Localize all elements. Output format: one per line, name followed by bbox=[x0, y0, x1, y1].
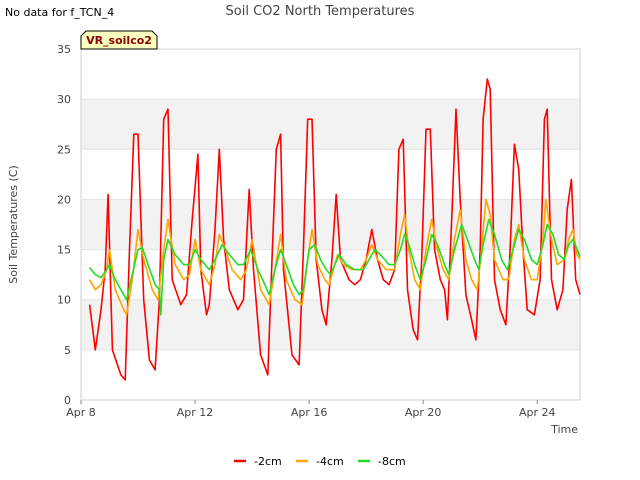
no-data-note: No data for f_TCN_4 bbox=[5, 6, 115, 19]
y-axis-title: Soil Temperatures (C) bbox=[7, 165, 20, 284]
legend-label: -8cm bbox=[378, 455, 406, 468]
legend-label: -4cm bbox=[316, 455, 344, 468]
site-badge-label: VR_soilco2 bbox=[86, 34, 152, 47]
x-tick-label: Apr 12 bbox=[177, 406, 214, 419]
series-line-2cm bbox=[88, 78, 581, 381]
y-tick-label: 35 bbox=[57, 43, 71, 56]
site-badge-box bbox=[80, 30, 158, 50]
legend-label: -2cm bbox=[254, 455, 282, 468]
grid-band bbox=[81, 299, 580, 350]
x-tick-label: Apr 24 bbox=[519, 406, 556, 419]
site-badge: VR_soilco2 bbox=[80, 30, 158, 50]
y-tick-label: 10 bbox=[57, 294, 71, 307]
series-lines bbox=[88, 78, 581, 381]
series-line-4cm bbox=[88, 198, 581, 316]
x-axis: Apr 8 Apr 12 Apr 16 Apr 20 Apr 24 bbox=[66, 400, 555, 419]
y-tick-label: 0 bbox=[64, 394, 71, 407]
y-tick-label: 30 bbox=[57, 93, 71, 106]
grid-band bbox=[81, 49, 580, 100]
grid-band bbox=[81, 149, 580, 200]
y-tick-label: 20 bbox=[57, 193, 71, 206]
x-tick-label: Apr 16 bbox=[291, 406, 328, 419]
grid-band bbox=[81, 199, 580, 250]
legend: -2cm -4cm -8cm bbox=[234, 455, 406, 468]
y-tick-label: 25 bbox=[57, 143, 71, 156]
y-tick-label: 15 bbox=[57, 244, 71, 257]
x-tick-label: Apr 8 bbox=[66, 406, 96, 419]
x-axis-title: Time bbox=[550, 423, 578, 436]
grid-band bbox=[81, 349, 580, 400]
y-axis: 0 5 10 15 20 25 30 35 bbox=[57, 43, 71, 407]
series-line-8cm bbox=[88, 218, 581, 316]
plot-area bbox=[80, 48, 581, 401]
y-tick-label: 5 bbox=[64, 344, 71, 357]
x-tick-label: Apr 20 bbox=[405, 406, 442, 419]
chart-title: Soil CO2 North Temperatures bbox=[226, 4, 415, 19]
grid-band bbox=[81, 99, 580, 150]
